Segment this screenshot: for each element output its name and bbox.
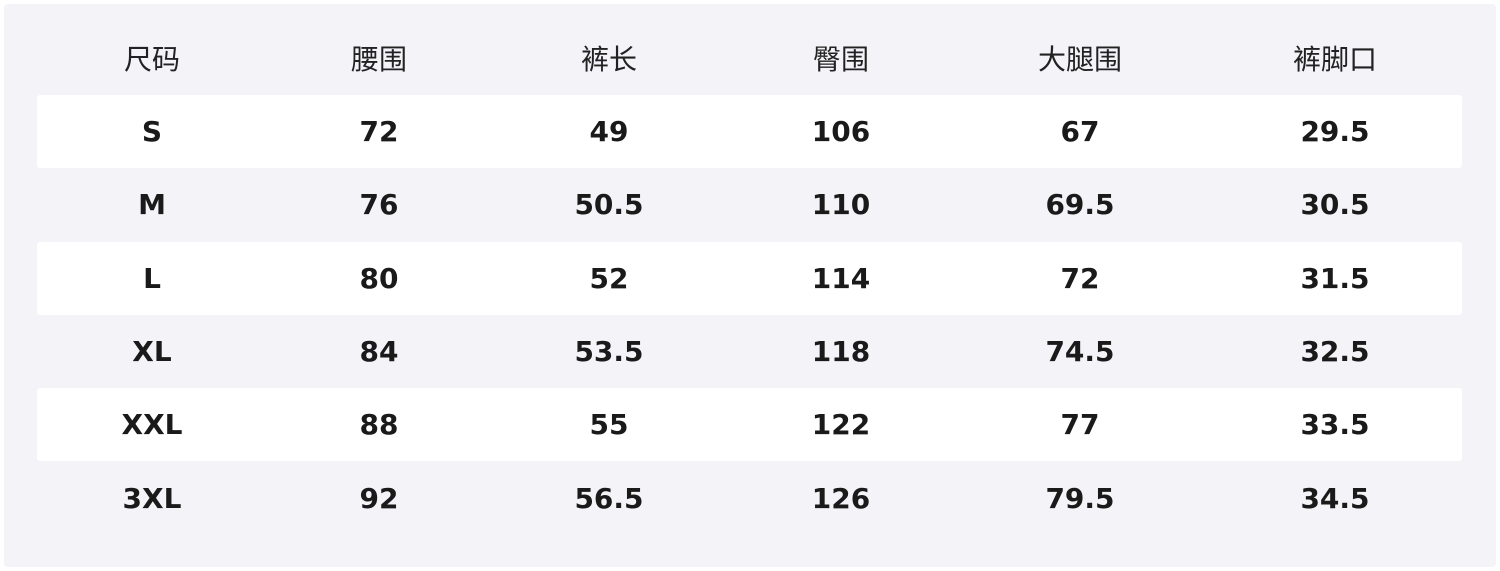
table-cell: 67 xyxy=(1060,115,1100,148)
table-cell: 126 xyxy=(811,481,871,515)
column-header: 臀围 xyxy=(812,42,870,76)
table-cell: 30.5 xyxy=(1300,188,1370,222)
table-row: XXL 88 55 122 77 33.5 xyxy=(37,388,1462,462)
size-chart: 尺码 腰围 裤长 臀围 大腿围 裤脚口 S 72 49 106 67 29.5 M 76 50.5 110 69… xyxy=(4,4,1496,567)
table-row: S 72 49 106 67 29.5 xyxy=(37,95,1462,168)
column-header: 大腿围 xyxy=(1037,42,1123,76)
table-cell: 29.5 xyxy=(1300,115,1370,148)
table-cell: 122 xyxy=(811,408,871,442)
table-cell: L xyxy=(143,261,161,295)
table-cell: M xyxy=(138,188,166,222)
table-cell: 31.5 xyxy=(1300,261,1370,295)
table-cell: 56.5 xyxy=(574,481,644,515)
table-cell: XXL xyxy=(121,408,183,442)
table-cell: 34.5 xyxy=(1300,481,1370,515)
column-header: 裤长 xyxy=(580,42,638,76)
table-row: L 80 52 114 72 31.5 xyxy=(37,241,1462,315)
table-cell: 52 xyxy=(589,261,629,295)
table-row: XL 84 53.5 118 74.5 32.5 xyxy=(37,315,1462,388)
table-cell: 88 xyxy=(359,408,399,442)
table-cell: 72 xyxy=(359,115,399,148)
column-header: 尺码 xyxy=(123,42,181,76)
table-cell: S xyxy=(141,115,163,148)
table-cell: 79.5 xyxy=(1045,481,1115,515)
table-cell: 3XL xyxy=(122,481,182,515)
header-row: 尺码 腰围 裤长 臀围 大腿围 裤脚口 xyxy=(37,21,1462,94)
table-row: 3XL 92 56.5 126 79.5 34.5 xyxy=(37,462,1462,535)
table-cell: 106 xyxy=(811,115,871,148)
column-header: 腰围 xyxy=(350,42,408,76)
table-cell: 32.5 xyxy=(1300,334,1370,368)
table-cell: 80 xyxy=(359,261,399,295)
table-cell: 114 xyxy=(811,261,871,295)
table-cell: 50.5 xyxy=(574,188,644,222)
table-row: M 76 50.5 110 69.5 30.5 xyxy=(37,168,1462,241)
table-cell: 53.5 xyxy=(574,334,644,368)
table-cell: 69.5 xyxy=(1045,188,1115,222)
table-cell: 92 xyxy=(359,481,399,515)
table-cell: 110 xyxy=(811,188,871,222)
table-cell: 55 xyxy=(589,408,629,442)
table-cell: 49 xyxy=(589,115,629,148)
table-cell: 72 xyxy=(1060,261,1100,295)
table-cell: 118 xyxy=(811,334,871,368)
table-cell: XL xyxy=(132,334,172,368)
column-header: 裤脚口 xyxy=(1292,42,1378,76)
table-cell: 33.5 xyxy=(1300,408,1370,442)
table-cell: 74.5 xyxy=(1045,334,1115,368)
table-cell: 77 xyxy=(1060,408,1100,442)
table-cell: 76 xyxy=(359,188,399,222)
table-cell: 84 xyxy=(359,334,399,368)
